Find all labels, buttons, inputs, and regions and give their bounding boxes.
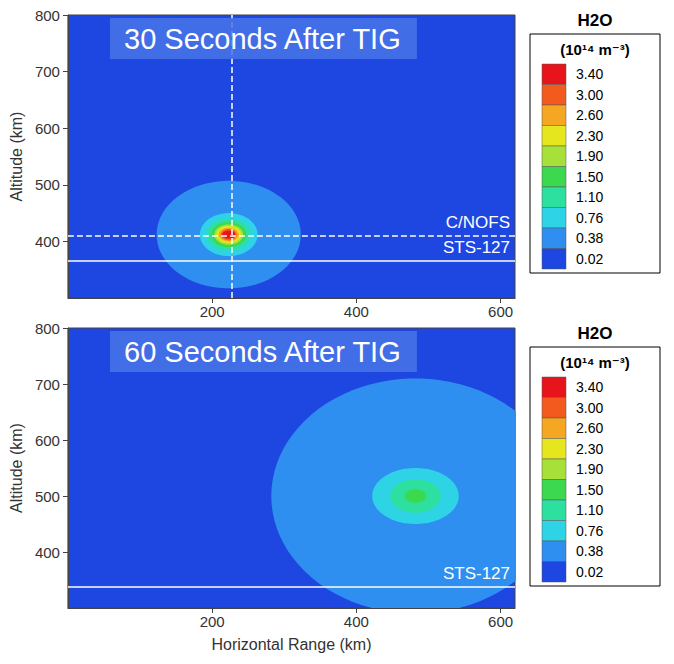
svg-text:(10¹⁴ m⁻³): (10¹⁴ m⁻³) [560,354,630,371]
svg-text:3.40: 3.40 [576,66,603,82]
svg-text:H2O: H2O [578,324,613,343]
svg-text:600: 600 [488,303,513,320]
svg-text:600: 600 [488,613,513,630]
svg-text:1.50: 1.50 [576,169,603,185]
svg-text:Horizontal Range (km): Horizontal Range (km) [211,636,371,653]
svg-text:2.60: 2.60 [576,420,603,436]
svg-text:200: 200 [200,303,225,320]
svg-text:400: 400 [35,544,60,561]
svg-text:2.60: 2.60 [576,107,603,123]
svg-text:C/NOFS: C/NOFS [446,213,510,232]
svg-text:700: 700 [35,63,60,80]
svg-text:700: 700 [35,376,60,393]
svg-text:400: 400 [344,303,369,320]
svg-text:800: 800 [35,7,60,24]
svg-text:0.38: 0.38 [576,230,603,246]
svg-text:(10¹⁴ m⁻³): (10¹⁴ m⁻³) [560,41,630,58]
svg-text:800: 800 [35,320,60,337]
svg-text:0.38: 0.38 [576,543,603,559]
svg-text:600: 600 [35,120,60,137]
svg-text:500: 500 [35,488,60,505]
svg-text:H2O: H2O [578,11,613,30]
svg-text:1.50: 1.50 [576,482,603,498]
svg-text:400: 400 [344,613,369,630]
svg-text:0.76: 0.76 [576,210,603,226]
svg-text:0.76: 0.76 [576,523,603,539]
svg-text:1.10: 1.10 [576,502,603,518]
svg-text:3.40: 3.40 [576,379,603,395]
svg-text:60 Seconds After TIG: 60 Seconds After TIG [124,336,401,368]
svg-text:30 Seconds After TIG: 30 Seconds After TIG [124,23,401,55]
svg-text:400: 400 [35,233,60,250]
svg-text:2.30: 2.30 [576,441,603,457]
svg-text:STS-127: STS-127 [443,564,510,583]
svg-text:3.00: 3.00 [576,87,603,103]
svg-text:2.30: 2.30 [576,128,603,144]
svg-text:1.90: 1.90 [576,461,603,477]
svg-text:Altitude (km): Altitude (km) [8,112,25,202]
svg-text:STS-127: STS-127 [443,238,510,257]
svg-text:500: 500 [35,176,60,193]
svg-text:0.02: 0.02 [576,564,603,580]
svg-text:Altitude (km): Altitude (km) [8,423,25,513]
svg-text:1.10: 1.10 [576,189,603,205]
svg-text:200: 200 [200,613,225,630]
svg-text:1.90: 1.90 [576,148,603,164]
svg-text:0.02: 0.02 [576,251,603,267]
svg-text:600: 600 [35,432,60,449]
svg-text:3.00: 3.00 [576,400,603,416]
